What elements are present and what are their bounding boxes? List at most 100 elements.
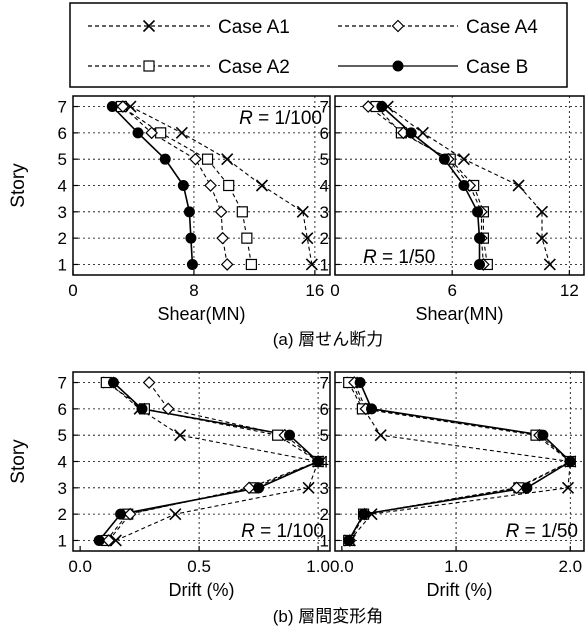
point-case-a4: [102, 534, 116, 547]
point-case-a1: [305, 258, 318, 271]
x-axis-label: Shear(MN): [415, 304, 503, 324]
legend-marker-case-b: [392, 60, 404, 72]
y-tick-label: 1: [58, 531, 67, 550]
x-tick-label: 0.0: [330, 557, 354, 576]
point-case-a1: [512, 179, 525, 192]
point-case-b: [366, 403, 378, 415]
point-case-a4: [204, 179, 217, 192]
ratio-annotation-value: = 1/50: [519, 521, 578, 542]
point-case-a4: [510, 481, 523, 495]
ratio-annotation-value: = 1/100: [253, 108, 322, 129]
x-tick-label: 0.5: [187, 557, 211, 576]
y-tick-label: 7: [58, 98, 67, 117]
point-case-b: [472, 206, 484, 218]
point-case-b: [186, 258, 198, 270]
ratio-annotation-value: = 1/100: [255, 521, 324, 542]
x-tick-label: 8: [189, 281, 198, 300]
ratio-annotation-value: = 1/50: [377, 247, 436, 268]
point-case-b: [405, 127, 417, 139]
point-case-a1: [169, 508, 182, 521]
y-tick-label: 7: [320, 374, 329, 393]
point-case-b: [354, 377, 366, 389]
x-tick-label: 1.0: [444, 557, 468, 576]
panel-b-left: 0.0 0.5 1.0 1 2 3 4 5 6 7 Drift (%) Story R = 1/100: [8, 371, 331, 600]
point-case-a4: [161, 402, 175, 416]
point-case-a1: [561, 481, 575, 494]
point-case-a4: [242, 481, 256, 495]
point-case-a2: [241, 232, 253, 244]
y-tick-label: 6: [58, 400, 67, 419]
y-tick-label: 6: [320, 124, 329, 143]
point-case-a1: [457, 153, 470, 166]
point-case-b: [343, 534, 355, 546]
y-tick-label: 2: [320, 505, 329, 524]
point-case-a4: [116, 100, 130, 113]
point-case-a1: [109, 534, 122, 547]
point-case-a1: [543, 258, 556, 271]
caption-b: (b) 層間変形角: [273, 607, 384, 626]
y-tick-label: 5: [320, 150, 329, 169]
point-case-b: [183, 206, 195, 218]
x-tick-label: 6: [447, 281, 456, 300]
point-case-b: [376, 101, 388, 113]
point-case-b: [284, 429, 296, 441]
y-tick-label: 4: [58, 177, 67, 196]
ratio-annotation: R = 1/100: [241, 521, 324, 542]
point-case-b: [253, 482, 265, 494]
panel-b-right: 0.0 1.0 2.0 1 2 3 4 5 6 7 Drift (%) R = 1/50: [320, 371, 585, 600]
point-case-b: [312, 456, 324, 467]
point-case-b: [185, 232, 197, 244]
legend-label-case-a4: Case A4: [466, 17, 538, 38]
y-tick-label: 3: [58, 203, 67, 222]
point-case-b: [93, 534, 105, 546]
ratio-annotation: R = 1/50: [363, 247, 435, 268]
x-tick-label: 0.0: [68, 557, 92, 576]
point-case-b: [132, 127, 144, 139]
y-tick-label: 6: [320, 400, 329, 419]
x-tick-label: 1.0: [306, 557, 330, 576]
point-case-a1: [374, 429, 387, 442]
x-tick-label: 12: [560, 281, 579, 300]
point-case-a1: [221, 153, 234, 166]
ratio-annotation-var: R: [363, 247, 377, 268]
point-case-a1: [302, 481, 315, 494]
point-case-a2: [236, 206, 248, 218]
x-axis-label: Drift (%): [169, 580, 235, 600]
ratio-annotation: R = 1/100: [239, 108, 322, 129]
point-case-a2: [245, 258, 257, 271]
y-tick-label: 1: [320, 255, 329, 274]
y-tick-label: 5: [58, 426, 67, 445]
point-case-a1: [255, 179, 269, 192]
legend-marker-case-a2: [143, 60, 155, 72]
point-case-a4: [145, 126, 158, 140]
point-case-a1: [301, 232, 314, 245]
y-tick-label: 6: [58, 124, 67, 143]
ratio-annotation-var: R: [241, 521, 255, 542]
point-case-b: [107, 377, 119, 389]
caption-a: (a) 層せん断力: [273, 330, 384, 349]
y-tick-label: 4: [320, 453, 329, 472]
x-axis-label: Drift (%): [427, 580, 493, 600]
legend-label-case-b: Case B: [466, 57, 528, 78]
legend-label-case-a1: Case A1: [218, 17, 290, 38]
y-tick-label: 2: [320, 229, 329, 248]
y-tick-label: 5: [320, 426, 329, 445]
point-case-a1: [175, 126, 188, 139]
x-tick-label: 0: [330, 281, 339, 300]
y-tick-label: 1: [320, 531, 329, 550]
y-tick-label: 4: [320, 177, 329, 196]
ratio-annotation-var: R: [506, 521, 520, 542]
point-case-b: [564, 456, 576, 467]
point-case-a4: [220, 258, 234, 271]
x-tick-label: 2.0: [558, 557, 582, 576]
point-case-b: [474, 258, 486, 270]
legend: Case A1 Case A4 Case A2 Case B: [69, 2, 568, 88]
point-case-a4: [123, 507, 137, 521]
point-case-a2: [201, 153, 214, 165]
x-axis-label: Shear(MN): [157, 304, 245, 324]
y-tick-label: 2: [58, 229, 67, 248]
legend-label-case-a2: Case A2: [218, 57, 290, 78]
